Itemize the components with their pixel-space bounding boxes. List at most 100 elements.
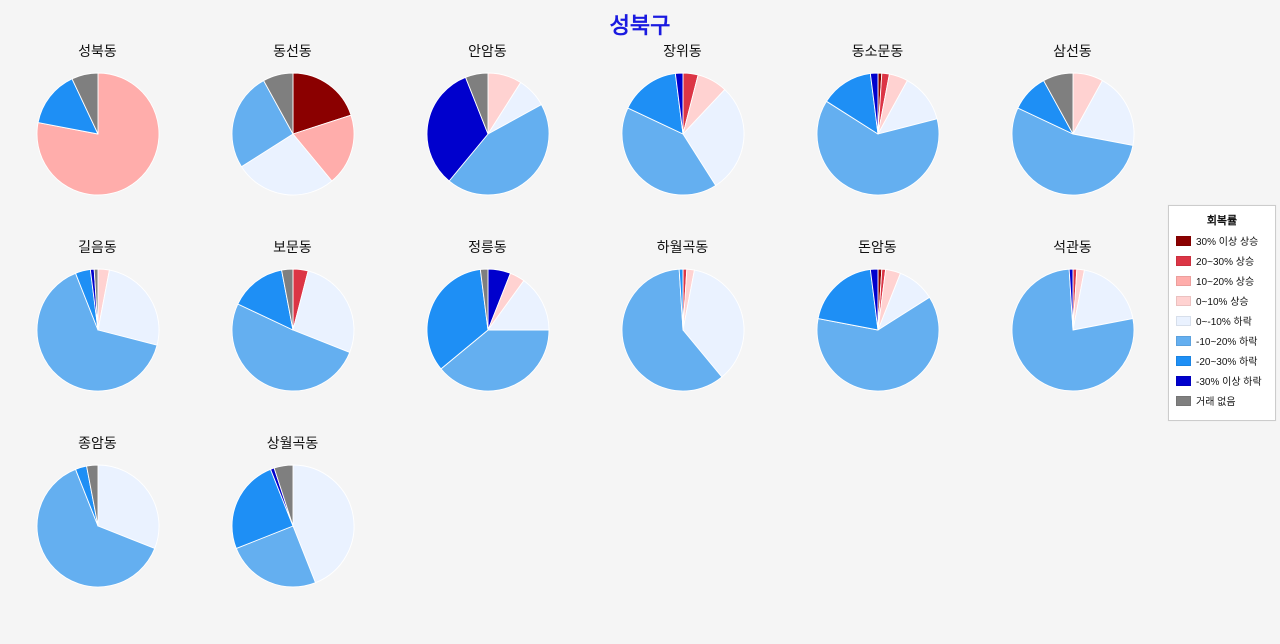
pie-chart-label: 종암동 xyxy=(78,435,117,451)
pie-slice xyxy=(97,464,159,549)
pie-grid: 성북동 동선동 안암동 장위동 동소문동 삼선동 길음동 보문동 정릉동 하월곡동 돈암동 석관동 종암… xyxy=(0,40,1280,628)
pie-slice xyxy=(231,80,293,168)
pie-slice xyxy=(626,73,683,135)
pie-chart-label: 장위동 xyxy=(663,43,702,59)
pie-slice xyxy=(236,269,293,331)
pie-chart-장위동: 장위동 xyxy=(585,40,780,236)
legend-color-swatch xyxy=(1176,235,1191,246)
pie-slice xyxy=(93,268,98,331)
pie-slice xyxy=(262,72,293,135)
pie-slice xyxy=(674,72,683,135)
legend-color-swatch xyxy=(1176,295,1191,306)
pie-slice xyxy=(292,72,351,135)
pie-slice xyxy=(231,303,350,392)
legend-item: 30% 이상 상승 xyxy=(1176,233,1268,248)
pie-chart-label: 삼선동 xyxy=(1053,43,1092,59)
legend-item: 10~20% 상승 xyxy=(1176,273,1268,288)
pie-svg xyxy=(816,72,939,196)
pie-slice xyxy=(71,72,98,135)
pie-slice xyxy=(37,78,98,135)
pie-chart-label: 정릉동 xyxy=(468,239,507,255)
legend-color-swatch xyxy=(1176,275,1191,286)
legend-item: 0~10% 상승 xyxy=(1176,293,1268,308)
pie-chart-정릉동: 정릉동 xyxy=(390,236,585,432)
pie-svg xyxy=(1011,72,1134,196)
chart-title: 성북구 xyxy=(609,13,671,38)
legend-item: 0~-10% 하락 xyxy=(1176,313,1268,328)
legend-label: 20~30% 상승 xyxy=(1196,257,1255,268)
pie-chart-동선동: 동선동 xyxy=(195,40,390,236)
pie-chart-label: 동소문동 xyxy=(851,43,904,59)
pie-svg xyxy=(36,268,159,392)
pie-slice xyxy=(426,269,488,370)
pie-chart-보문동: 보문동 xyxy=(195,236,390,432)
legend: 회복률 30% 이상 상승 20~30% 상승 10~20% 상승 0~10% 상승 0… xyxy=(1168,205,1276,421)
pie-chart-동소문동: 동소문동 xyxy=(780,40,975,236)
pie-chart-성북동: 성북동 xyxy=(0,40,195,236)
legend-item: -30% 이상 하락 xyxy=(1176,373,1268,388)
pie-svg xyxy=(816,268,939,392)
legend-label: -10~20% 하락 xyxy=(1196,337,1258,348)
legend-color-swatch xyxy=(1176,375,1191,386)
pie-slice xyxy=(292,270,354,353)
pie-chart-label: 보문동 xyxy=(273,239,312,255)
legend-label: 거래 없음 xyxy=(1196,397,1236,408)
legend-label: 30% 이상 상승 xyxy=(1196,237,1259,248)
pie-svg xyxy=(1011,268,1134,392)
legend-label: -30% 이상 하락 xyxy=(1196,377,1262,388)
pie-slice xyxy=(1068,268,1073,331)
pie-slice xyxy=(292,464,354,584)
pie-slice xyxy=(240,133,332,196)
legend-label: -20~30% 하락 xyxy=(1196,357,1258,368)
pie-slice xyxy=(678,268,683,331)
pie-chart-삼선동: 삼선동 xyxy=(975,40,1170,236)
pie-slice xyxy=(1072,269,1133,331)
pie-chart-석관동: 석관동 xyxy=(975,236,1170,432)
pie-slice xyxy=(816,100,939,196)
pie-slice xyxy=(682,269,744,378)
legend-color-swatch xyxy=(1176,315,1191,326)
pie-slice xyxy=(621,268,722,392)
pie-chart-label: 길음동 xyxy=(78,239,117,255)
legend-title: 회복률 xyxy=(1206,215,1238,227)
pie-svg xyxy=(231,464,354,588)
pie-slice xyxy=(869,268,878,331)
pie-svg xyxy=(231,72,354,196)
pie-slice xyxy=(1072,80,1134,146)
pie-slice xyxy=(440,329,549,392)
pie-slice xyxy=(869,72,878,135)
pie-chart-label: 안암동 xyxy=(468,43,507,59)
pie-chart-label: 상월곡동 xyxy=(266,435,319,451)
pie-chart-label: 성북동 xyxy=(78,43,117,59)
legend-color-swatch xyxy=(1176,255,1191,266)
pie-svg xyxy=(426,268,549,392)
pie-slice xyxy=(36,468,155,588)
pie-slice xyxy=(36,72,159,196)
pie-slice xyxy=(1011,107,1133,196)
pie-slice xyxy=(487,280,549,331)
pie-slice xyxy=(231,468,293,549)
legend-item: -20~30% 하락 xyxy=(1176,353,1268,368)
pie-slice xyxy=(97,269,159,346)
pie-chart-길음동: 길음동 xyxy=(0,236,195,432)
pie-slice xyxy=(825,73,878,135)
legend-item: -10~20% 하락 xyxy=(1176,333,1268,348)
pie-slice xyxy=(682,89,744,186)
pie-slice xyxy=(464,72,488,135)
pie-slice xyxy=(426,76,488,182)
pie-chart-label: 동선동 xyxy=(273,43,312,59)
pie-slice xyxy=(280,268,293,331)
legend-label: 10~20% 상승 xyxy=(1196,277,1255,288)
legend-label: 0~-10% 하락 xyxy=(1196,317,1252,328)
pie-chart-돈암동: 돈암동 xyxy=(780,236,975,432)
pie-slice xyxy=(817,269,878,331)
pie-slice xyxy=(36,272,158,392)
pie-slice xyxy=(448,104,549,196)
pie-slice xyxy=(479,268,488,331)
pie-svg xyxy=(36,72,159,196)
pie-svg xyxy=(231,268,354,392)
legend-color-swatch xyxy=(1176,355,1191,366)
pie-slice xyxy=(85,464,98,527)
legend-color-swatch xyxy=(1176,335,1191,346)
pie-svg xyxy=(621,72,744,196)
